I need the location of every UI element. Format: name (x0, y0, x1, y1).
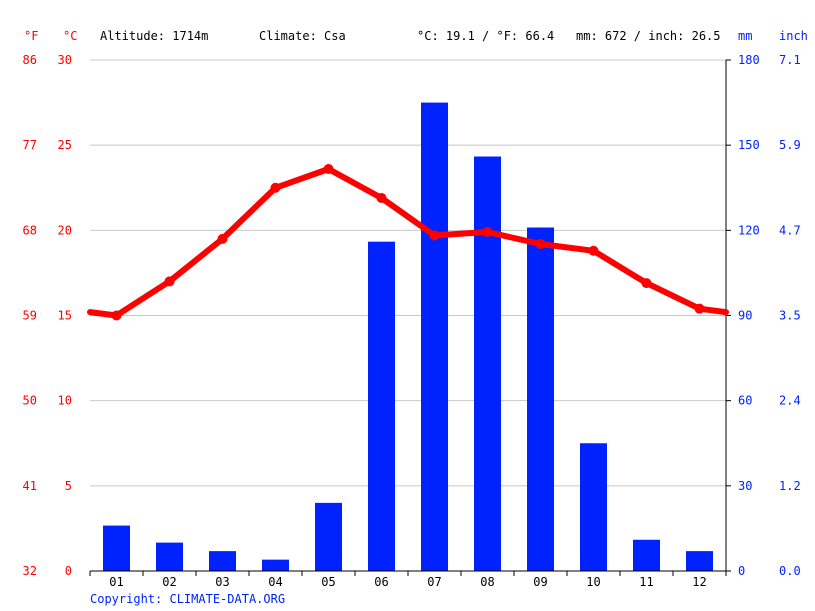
celsius-tick-label: 5 (65, 479, 72, 493)
inch-tick-label: 1.2 (779, 479, 801, 493)
altitude-label: Altitude: 1714m (100, 29, 208, 43)
precipitation-bar (262, 559, 289, 571)
temperature-line-path (87, 166, 729, 319)
precipitation-bar (315, 502, 342, 571)
fahrenheit-tick-label: 86 (23, 53, 37, 67)
average-temperature-label: °C: 19.1 / °F: 66.4 (417, 29, 554, 43)
precipitation-bar (421, 102, 448, 571)
temperature-point (588, 245, 599, 256)
temperature-point (429, 230, 440, 241)
mm-tick-label: 60 (738, 394, 752, 408)
mm-tick-label: 30 (738, 479, 752, 493)
precipitation-bar (103, 525, 130, 571)
month-tick-label: 08 (480, 575, 494, 589)
month-tick-label: 06 (374, 575, 388, 589)
celsius-tick-label: 20 (58, 223, 72, 237)
mm-tick-label: 0 (738, 564, 745, 578)
temperature-point (482, 227, 493, 238)
mm-tick-label: 120 (738, 223, 760, 237)
tick-labels: 32 0 0 0.041 5 30 1.250 10 60 2.459 15 90 3.568 20 120… (23, 53, 801, 589)
temperature-point (694, 303, 705, 314)
fahrenheit-tick-label: 68 (23, 223, 37, 237)
mm-tick-label: 180 (738, 53, 760, 67)
month-tick-label: 12 (692, 575, 706, 589)
inch-tick-label: 4.7 (779, 223, 801, 237)
month-tick-label: 11 (639, 575, 653, 589)
month-tick-label: 04 (268, 575, 282, 589)
precipitation-bars (103, 102, 713, 571)
fahrenheit-tick-label: 59 (23, 309, 37, 323)
celsius-tick-label: 15 (58, 309, 72, 323)
inch-tick-label: 3.5 (779, 309, 801, 323)
inch-tick-label: 7.1 (779, 53, 801, 67)
month-tick-label: 03 (215, 575, 229, 589)
celsius-unit-label: °C (63, 29, 77, 43)
fahrenheit-unit-label: °F (24, 29, 38, 43)
month-tick-label: 09 (533, 575, 547, 589)
month-tick-label: 07 (427, 575, 441, 589)
celsius-tick-label: 0 (65, 564, 72, 578)
mm-tick-label: 150 (738, 138, 760, 152)
celsius-tick-label: 10 (58, 394, 72, 408)
fahrenheit-tick-label: 77 (23, 138, 37, 152)
fahrenheit-tick-label: 32 (23, 564, 37, 578)
month-tick-label: 02 (162, 575, 176, 589)
precipitation-bar (156, 542, 183, 571)
mm-tick-label: 90 (738, 309, 752, 323)
celsius-tick-label: 25 (58, 138, 72, 152)
precipitation-bar (368, 241, 395, 571)
precipitation-bar (580, 443, 607, 571)
axes (89, 59, 731, 576)
fahrenheit-tick-label: 50 (23, 394, 37, 408)
month-tick-label: 05 (321, 575, 335, 589)
month-tick-label: 01 (109, 575, 123, 589)
temperature-point (270, 182, 281, 193)
copyright-label: Copyright: CLIMATE-DATA.ORG (90, 592, 285, 606)
temperature-point (376, 192, 387, 203)
mm-unit-label: mm (738, 29, 752, 43)
temperature-point (641, 278, 652, 289)
precipitation-bar (474, 156, 501, 571)
temperature-point (111, 310, 122, 321)
inch-tick-label: 2.4 (779, 394, 801, 408)
temperature-point (323, 164, 334, 175)
precipitation-bar (527, 227, 554, 571)
temperature-point (535, 238, 546, 249)
inch-tick-label: 5.9 (779, 138, 801, 152)
inch-tick-label: 0.0 (779, 564, 801, 578)
temperature-line (87, 164, 729, 321)
precipitation-total-label: mm: 672 / inch: 26.5 (576, 29, 721, 43)
fahrenheit-tick-label: 41 (23, 479, 37, 493)
inch-unit-label: inch (779, 29, 808, 43)
climate-label: Climate: Csa (259, 29, 346, 43)
precipitation-bar (633, 539, 660, 571)
celsius-tick-label: 30 (58, 53, 72, 67)
temperature-point (217, 233, 228, 244)
precipitation-bar (686, 551, 713, 571)
gridlines (90, 59, 726, 487)
precipitation-bar (209, 551, 236, 571)
temperature-point (164, 276, 175, 287)
month-tick-label: 10 (586, 575, 600, 589)
